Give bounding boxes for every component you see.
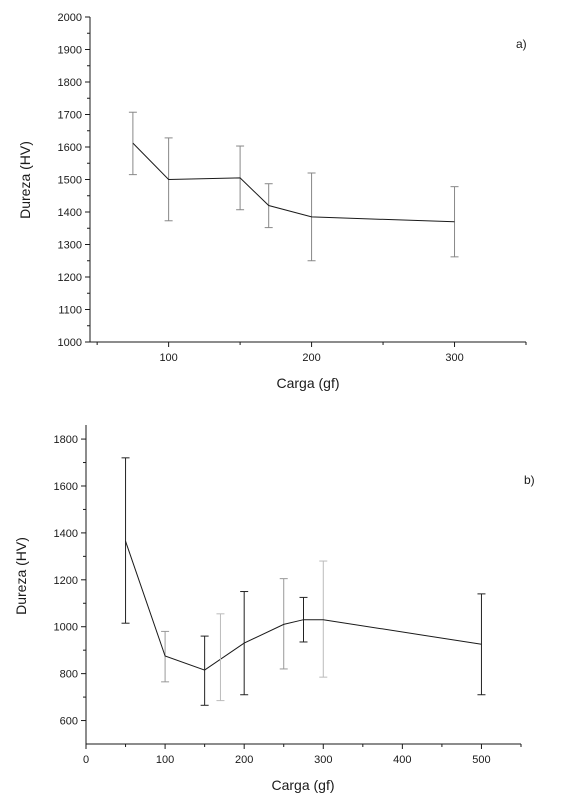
chart-panel-b: 600 800 1000 1200 1400 1600 1800 0 100 200 300 400 5… <box>13 425 535 793</box>
x-tick-label: 100 <box>156 754 174 766</box>
y-tick-label: 1300 <box>58 240 82 252</box>
y-tick-label: 1600 <box>58 142 82 154</box>
x-tick-label: 200 <box>302 352 320 364</box>
x-tick-label: 500 <box>472 754 490 766</box>
y-tick-label: 1500 <box>58 175 82 187</box>
series-line <box>125 540 482 671</box>
y-tick-label: 2000 <box>58 12 82 24</box>
y-tick-label: 1000 <box>54 622 78 634</box>
panel-b-x-axis-title: Carga (gf) <box>271 777 334 793</box>
y-tick-label: 1900 <box>58 45 82 57</box>
panel-a-marks: 1000 1100 1200 1300 1400 1500 1600 1700 1800 1900… <box>58 12 527 364</box>
y-tick-label: 1800 <box>58 77 82 89</box>
panel-b-marks: 600 800 1000 1200 1400 1600 1800 0 100 200 300 400 5… <box>54 434 522 766</box>
y-tick-label: 1600 <box>54 481 78 493</box>
x-tick-label: 200 <box>235 754 253 766</box>
y-tick-label: 600 <box>60 716 78 728</box>
x-tick-label: 100 <box>159 352 177 364</box>
y-tick-label: 1800 <box>54 434 78 446</box>
panel-a-x-axis-title: Carga (gf) <box>276 375 339 391</box>
x-tick-label: 400 <box>393 754 411 766</box>
y-tick-label: 1000 <box>58 337 82 349</box>
y-tick-label: 1700 <box>58 110 82 122</box>
x-tick-label: 300 <box>314 754 332 766</box>
y-tick-label: 1400 <box>54 528 78 540</box>
panel-b-y-axis-title: Dureza (HV) <box>13 537 29 615</box>
y-tick-label: 1400 <box>58 207 82 219</box>
panel-a-y-axis-title: Dureza (HV) <box>17 141 33 219</box>
x-tick-label: 0 <box>83 754 89 766</box>
x-tick-label: 300 <box>445 352 463 364</box>
chart-panel-a: 1000 1100 1200 1300 1400 1500 1600 1700 1800 1900… <box>17 12 527 391</box>
y-tick-label: 800 <box>60 669 78 681</box>
panel-a-label: a) <box>516 37 527 51</box>
y-tick-label: 1200 <box>54 575 78 587</box>
y-tick-label: 1100 <box>58 305 82 317</box>
panel-b-label: b) <box>524 473 535 487</box>
series-line <box>132 142 455 223</box>
y-tick-label: 1200 <box>58 272 82 284</box>
